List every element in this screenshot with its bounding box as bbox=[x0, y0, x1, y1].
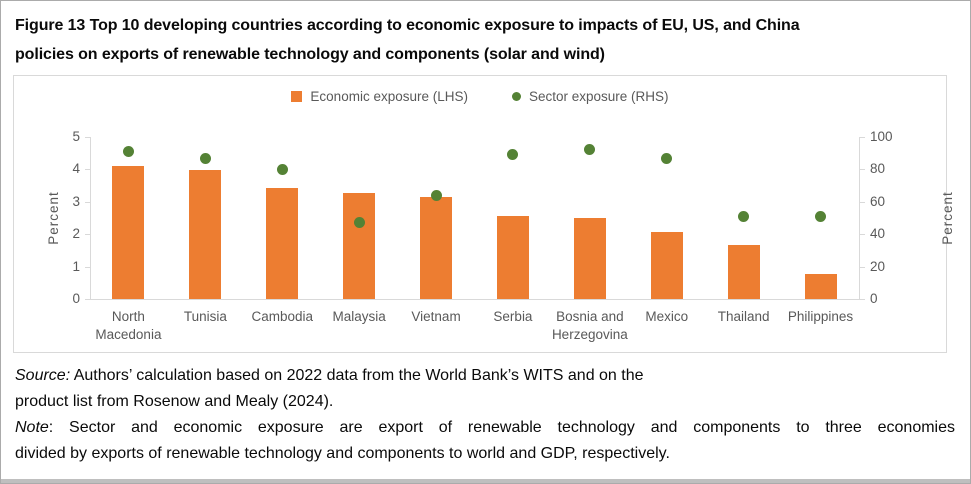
left-axis-tick bbox=[85, 169, 90, 171]
x-category-label: Thailand bbox=[717, 309, 770, 324]
right-axis-tick-label: 100 bbox=[870, 129, 893, 144]
x-category-label: Bosnia and Herzegovina bbox=[551, 309, 628, 342]
right-axis-tick-label: 40 bbox=[870, 226, 886, 242]
left-axis-tick-label: 5 bbox=[72, 129, 80, 144]
right-axis-title: Percent bbox=[940, 191, 955, 245]
right-axis-tick bbox=[860, 299, 865, 300]
chart-legend: Economic exposure (LHS) Sector exposure (… bbox=[14, 89, 946, 104]
left-axis-line bbox=[90, 137, 91, 299]
sector-dot-north-macedonia bbox=[122, 146, 134, 158]
x-category-label: Malaysia bbox=[332, 309, 386, 324]
left-axis-tick bbox=[85, 201, 90, 203]
left-axis-tick bbox=[85, 299, 90, 300]
bar-thailand bbox=[727, 244, 760, 299]
bar-philippines bbox=[804, 273, 837, 299]
left-axis-tick bbox=[85, 234, 90, 236]
sector-dot-bosnia-and-herzegovina bbox=[584, 144, 596, 156]
legend-item-economic-exposure: Economic exposure (LHS) bbox=[291, 89, 468, 104]
source-text1: Authors’ calculation based on 2022 data … bbox=[70, 367, 644, 384]
figure-footer: Source: Authors’ calculation based on 20… bbox=[15, 363, 955, 467]
source-line2: product list from Rosenow and Mealy (202… bbox=[15, 393, 334, 410]
x-category-label: Tunisia bbox=[183, 309, 227, 324]
sector-dot-malaysia bbox=[353, 217, 365, 229]
left-axis-tick-label: 1 bbox=[72, 258, 80, 274]
x-category-label: Serbia bbox=[493, 309, 533, 324]
right-axis-tick-label: 80 bbox=[870, 161, 886, 177]
window-bottom-edge bbox=[1, 479, 970, 483]
note-label: Note bbox=[15, 419, 49, 436]
x-category-label: Vietnam bbox=[411, 309, 461, 324]
source-label: Source: bbox=[15, 367, 71, 384]
sector-dot-thailand bbox=[738, 210, 750, 222]
x-category-label: Philippines bbox=[787, 309, 854, 324]
left-axis-tick bbox=[85, 137, 90, 138]
figure-title-line2: policies on exports of renewable technol… bbox=[15, 46, 605, 63]
legend-label: Economic exposure (LHS) bbox=[310, 89, 468, 104]
sector-dot-serbia bbox=[507, 149, 519, 161]
bar-tunisia bbox=[189, 170, 222, 299]
sector-dot-mexico bbox=[661, 152, 673, 164]
right-axis-line bbox=[859, 137, 860, 299]
left-axis-tick-label: 2 bbox=[72, 226, 80, 242]
left-axis-title: Percent bbox=[46, 191, 61, 245]
dot-series-marker-icon bbox=[512, 92, 521, 101]
bar-cambodia bbox=[266, 187, 299, 299]
sector-dot-cambodia bbox=[276, 163, 288, 175]
left-axis-tick-label: 3 bbox=[72, 193, 80, 209]
right-axis-tick bbox=[860, 234, 865, 236]
sector-dot-tunisia bbox=[199, 152, 211, 164]
figure-title: Figure 13 Top 10 developing countries ac… bbox=[15, 11, 960, 69]
x-category-label: North Macedonia bbox=[95, 309, 162, 342]
legend-item-sector-exposure: Sector exposure (RHS) bbox=[512, 89, 669, 104]
note-line2: divided by exports of renewable technolo… bbox=[15, 445, 670, 462]
sector-dot-philippines bbox=[815, 210, 827, 222]
left-axis-tick-label: 4 bbox=[72, 161, 80, 177]
bar-malaysia bbox=[343, 193, 376, 299]
x-axis-line bbox=[90, 299, 860, 300]
right-axis-tick bbox=[860, 137, 865, 138]
left-axis-tick bbox=[85, 266, 90, 268]
bar-north-macedonia bbox=[112, 166, 145, 299]
x-category-label: Cambodia bbox=[251, 309, 314, 324]
right-axis-tick-label: 20 bbox=[870, 258, 886, 274]
bar-serbia bbox=[496, 216, 529, 299]
right-axis-tick-label: 60 bbox=[870, 193, 886, 209]
source-line1: Source: Authors’ calculation based on 20… bbox=[15, 363, 955, 389]
right-axis-tick bbox=[860, 266, 865, 268]
sector-dot-vietnam bbox=[430, 189, 442, 201]
chart-container: Economic exposure (LHS) Sector exposure (… bbox=[13, 75, 955, 353]
figure-title-line1: Figure 13 Top 10 developing countries ac… bbox=[15, 17, 800, 34]
note-line1: Note: Sector and economic exposure are e… bbox=[15, 415, 955, 441]
chart-plot-area: 0 1 2 3 4 5 0 20 40 60 80 100 Percent Percent North Ma… bbox=[14, 76, 955, 352]
legend-label: Sector exposure (RHS) bbox=[529, 89, 669, 104]
left-axis-tick-label: 0 bbox=[72, 291, 80, 306]
right-axis-tick-label: 0 bbox=[870, 291, 878, 306]
right-axis-tick bbox=[860, 201, 865, 203]
x-category-label: Mexico bbox=[645, 309, 689, 324]
bar-bosnia-and-herzegovina bbox=[573, 218, 606, 299]
note-text1: : Sector and economic exposure are expor… bbox=[48, 419, 955, 436]
bar-mexico bbox=[650, 231, 683, 299]
right-axis-tick bbox=[860, 169, 865, 171]
bar-vietnam bbox=[420, 196, 453, 299]
bar-series-marker-icon bbox=[291, 91, 303, 102]
